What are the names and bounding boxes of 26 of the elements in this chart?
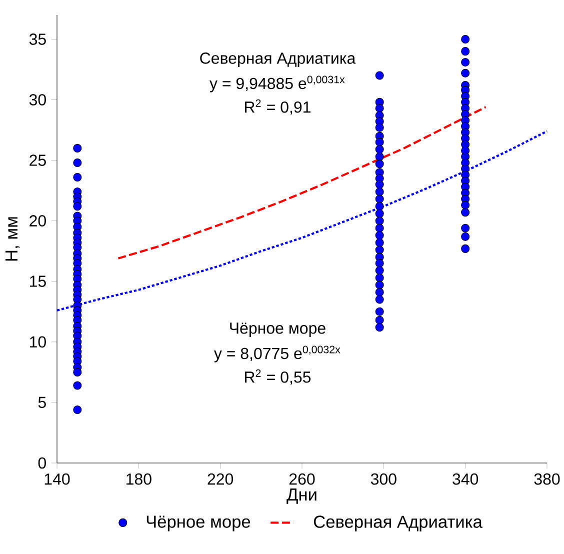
x-tick-label: 380 bbox=[534, 473, 560, 485]
y-tick-label: 25 bbox=[30, 154, 46, 166]
x-tick-label: 180 bbox=[126, 473, 152, 485]
y-tick-label: 5 bbox=[38, 396, 46, 408]
line-series bbox=[56, 130, 548, 312]
annotation: Чёрное море bbox=[230, 322, 326, 337]
legend-label: Чёрное море bbox=[146, 516, 250, 532]
y-tick-label: 10 bbox=[30, 336, 46, 348]
y-tick-label: 20 bbox=[30, 215, 46, 226]
annotation: R$^{2}$ = 0,91 bbox=[245, 99, 310, 115]
annotation: Северная Адриатика bbox=[200, 52, 356, 68]
x-tick-label: 140 bbox=[44, 473, 70, 485]
y-axis-title: H, мм bbox=[6, 217, 20, 261]
y-tick-label: 15 bbox=[30, 276, 46, 287]
annotation: y = 8,0775 e$^{0,0032x}$ bbox=[214, 346, 340, 362]
y-tick-label: 30 bbox=[29, 94, 46, 106]
y-tick-label: 35 bbox=[29, 34, 46, 45]
x-tick-label: 340 bbox=[452, 473, 478, 485]
annotation: R$^{2}$ = 0,55 bbox=[245, 369, 311, 385]
x-tick-label: 300 bbox=[370, 473, 396, 485]
x-tick-label: 220 bbox=[208, 473, 234, 485]
annotation: y = 9,94885 e$^{0,0031x}$ bbox=[210, 76, 345, 92]
legend-label: Северная Адриатика bbox=[314, 516, 482, 532]
y-tick-label: 0 bbox=[38, 457, 46, 469]
x-axis-title: Дни bbox=[286, 488, 316, 504]
x-tick-label: 260 bbox=[289, 473, 315, 485]
